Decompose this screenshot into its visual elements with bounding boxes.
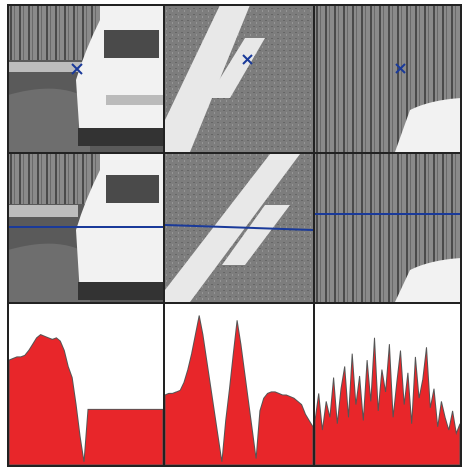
intensity-profile [8, 334, 164, 466]
photo-road-line [165, 154, 313, 302]
photo-van [8, 5, 163, 152]
intensity-profile [314, 337, 461, 466]
intensity-profile [164, 315, 314, 466]
profiles [8, 315, 461, 466]
grid-borders [7, 4, 462, 467]
photo-trees [315, 5, 461, 152]
photo-road-marking [165, 5, 313, 152]
photo-van-line [8, 154, 163, 302]
photo-trees-line [315, 154, 461, 302]
